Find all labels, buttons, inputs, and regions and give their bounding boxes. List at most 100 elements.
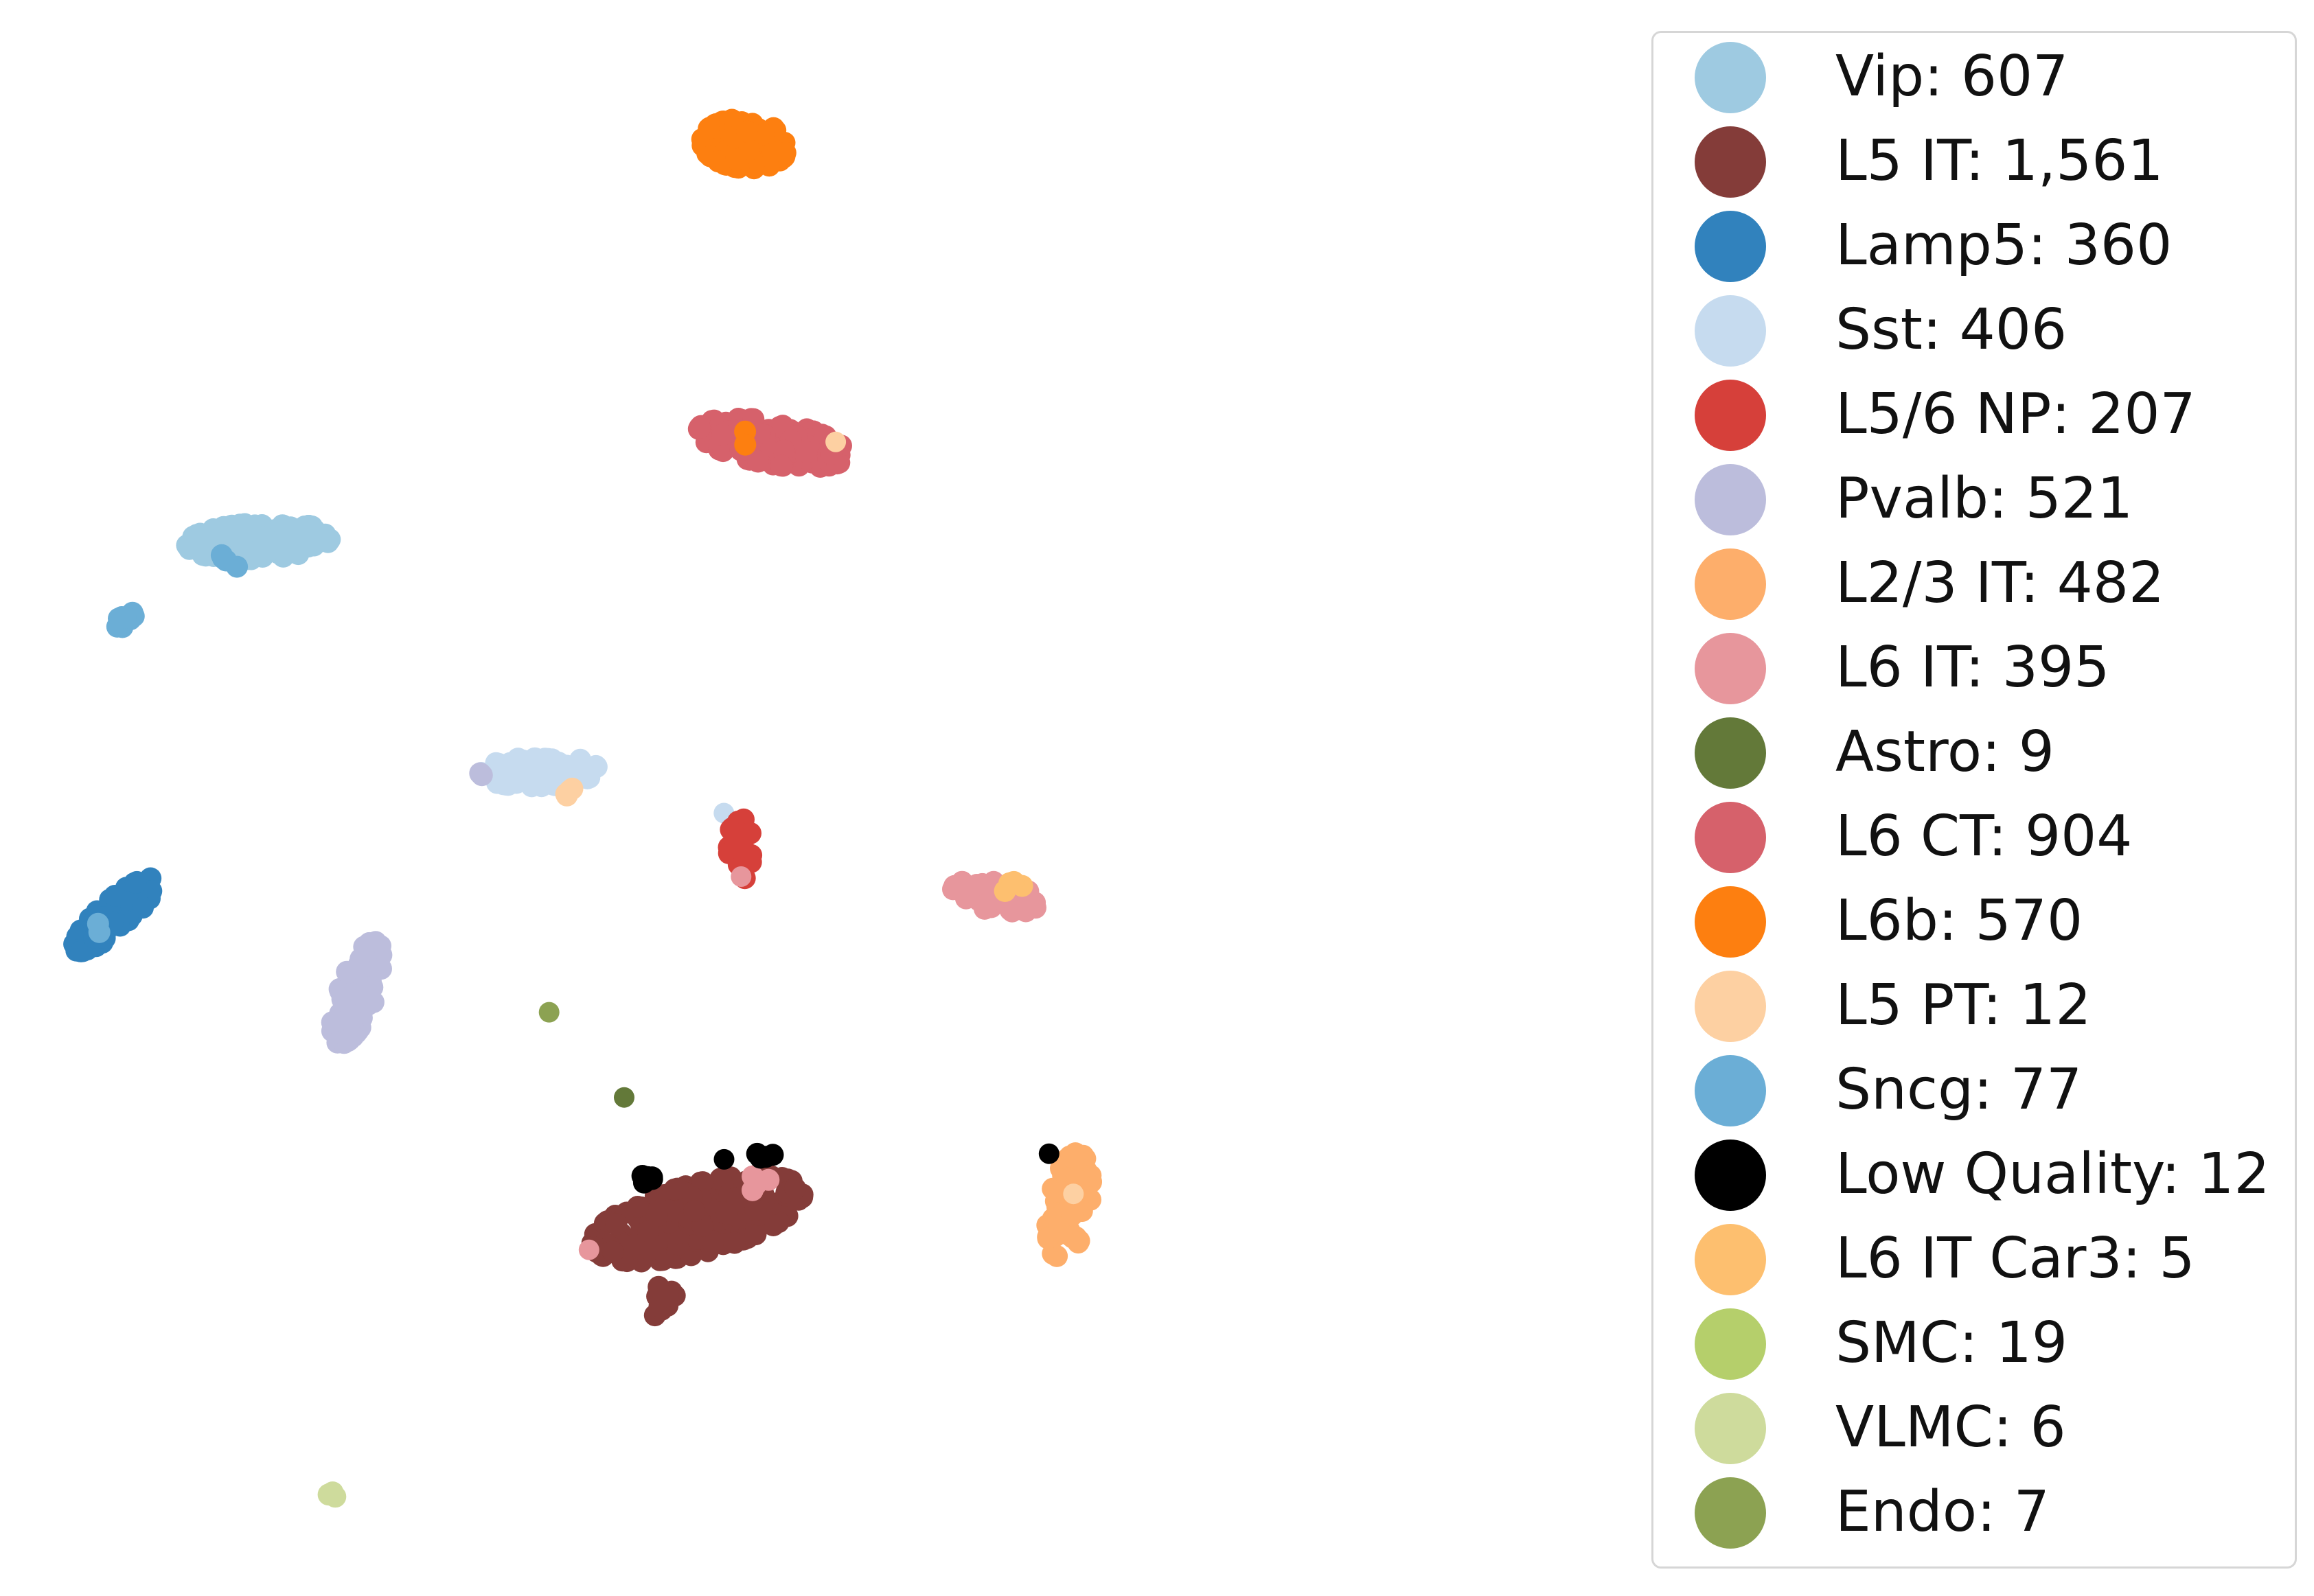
legend-label: SMC: 19 [1835,1310,2068,1376]
legend-marker [1695,633,1766,704]
data-point [688,416,711,439]
legend-item: L6 CT: 904 [1653,794,2295,879]
legend-item: Pvalb: 521 [1653,456,2295,541]
data-point [555,784,578,807]
data-point [683,1199,706,1222]
legend-item: Astro: 9 [1653,710,2295,794]
legend-label: L6 IT: 395 [1835,635,2110,700]
legend-label: Astro: 9 [1835,719,2054,785]
legend-label: L6 IT Car3: 5 [1835,1226,2195,1291]
series-17 [538,1002,560,1023]
series-12 [87,544,249,943]
data-point [355,991,378,1014]
data-point [735,120,758,143]
data-point [292,526,314,548]
data-point [656,1285,678,1308]
data-point [666,1177,689,1200]
legend: Vip: 607 L5 IT: 1,561 Lamp5: 360 Sst: 406 L5… [1651,31,2297,1569]
data-point [744,1199,767,1221]
legend-marker [1695,1224,1766,1295]
data-point [104,885,126,907]
legend-item: Lamp5: 360 [1653,203,2295,288]
data-point [743,157,766,180]
data-point [614,1087,634,1108]
data-point [761,1144,784,1166]
legend-label: Sst: 406 [1835,297,2067,362]
legend-item: L6 IT: 395 [1653,625,2295,710]
data-point [568,761,591,783]
data-point [746,1142,768,1165]
legend-item: Low Quality: 12 [1653,1132,2295,1216]
series-5 [321,762,493,1054]
data-point [712,440,734,463]
legend-item: L5 IT: 1,561 [1653,119,2295,203]
data-point [255,527,277,550]
legend-marker [1695,211,1766,282]
data-point [358,932,380,954]
legend-item: Sncg: 77 [1653,1048,2295,1132]
legend-item: Sst: 406 [1653,288,2295,372]
data-point [715,1203,738,1225]
data-point [723,1231,746,1254]
data-point [744,1223,767,1246]
data-point [1059,1145,1081,1168]
legend-item: Endo: 7 [1653,1470,2295,1554]
data-point [347,953,370,975]
legend-marker [1695,464,1766,535]
data-point [605,1213,628,1236]
legend-item: Vip: 607 [1653,34,2295,119]
legend-label: VLMC: 6 [1835,1395,2066,1460]
data-point [1038,1143,1059,1164]
legend-label: L5/6 NP: 207 [1835,382,2196,447]
legend-marker [1695,1308,1766,1380]
legend-marker [1695,802,1766,873]
data-point [770,454,792,477]
data-point [956,880,978,902]
series-14 [994,870,1033,902]
series-8 [614,1087,634,1108]
data-point [626,1196,649,1218]
data-point [321,1011,343,1034]
series-11 [555,431,1084,1205]
legend-marker [1695,380,1766,451]
data-point [713,1148,735,1170]
data-point [641,1166,663,1189]
legend-label: Vip: 607 [1835,44,2069,109]
data-point [742,1179,764,1201]
data-point [1046,1245,1068,1267]
legend-label: Low Quality: 12 [1835,1142,2270,1207]
series-3 [470,747,735,824]
legend-marker [1695,1055,1766,1126]
legend-item: L5 PT: 12 [1653,963,2295,1048]
data-point [578,1239,599,1260]
data-point [731,833,753,855]
data-point [87,912,109,935]
legend-marker [1695,971,1766,1042]
data-point [114,606,137,629]
legend-marker [1695,548,1766,620]
legend-marker [1695,126,1766,198]
data-point [711,424,734,446]
data-point [761,141,784,163]
legend-marker [1695,886,1766,958]
scatter-plot [63,108,1102,1508]
legend-label: L5 IT: 1,561 [1835,128,2164,194]
legend-item: L5/6 NP: 207 [1653,372,2295,456]
legend-label: Endo: 7 [1835,1479,2050,1545]
data-point [317,1483,340,1506]
data-point [623,1234,645,1256]
legend-item: L6 IT Car3: 5 [1653,1216,2295,1301]
legend-label: L5 PT: 12 [1835,973,2092,1038]
legend-label: L6b: 570 [1835,888,2083,953]
legend-label: Lamp5: 360 [1835,213,2173,278]
data-point [538,1002,560,1023]
data-point [500,770,523,793]
data-point [724,148,747,171]
data-point [698,117,720,140]
legend-label: L2/3 IT: 482 [1835,551,2165,616]
legend-label: Sncg: 77 [1835,1057,2083,1122]
data-point [702,1231,724,1253]
series-13 [631,1142,1059,1194]
data-point [753,123,775,146]
legend-label: L6 CT: 904 [1835,804,2133,869]
